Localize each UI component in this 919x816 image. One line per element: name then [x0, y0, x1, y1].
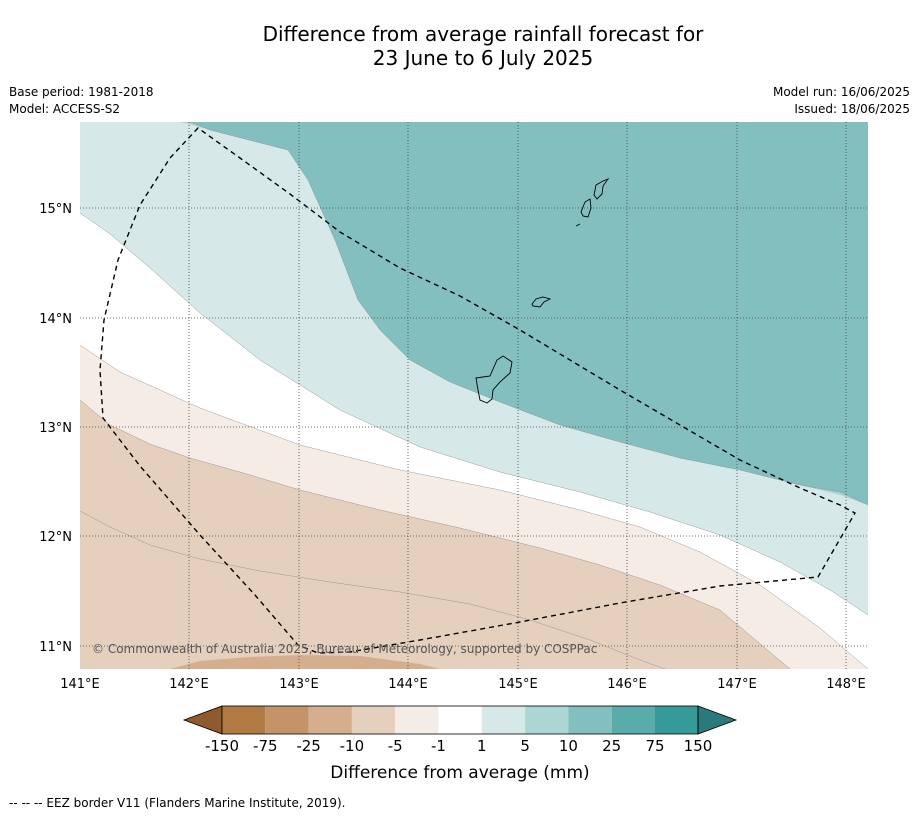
map-title: Difference from average rainfall forecas…	[0, 22, 919, 70]
colorbar-outline	[221, 705, 699, 735]
base-period: Base period: 1981-2018	[9, 85, 154, 99]
lat-label-13: 13°N	[39, 421, 72, 436]
colorbar-tick-label: 10	[559, 737, 578, 755]
title-line-2: 23 June to 6 July 2025	[372, 46, 594, 70]
lon-label-147: 147°E	[717, 677, 757, 692]
lon-label-141: 141°E	[60, 677, 100, 692]
lat-label-12: 12°N	[39, 530, 72, 545]
latitude-labels: 15°N 14°N 13°N 12°N 11°N	[39, 202, 72, 655]
colorbar-tick-label: 150	[684, 737, 713, 755]
colorbar-tick-label: -25	[296, 737, 321, 755]
band-minus-10-minus-5-south	[80, 511, 665, 669]
islands	[475, 178, 610, 404]
band-10-25	[190, 122, 868, 505]
eez-footnote: -- -- -- EEZ border V11 (Flanders Marine…	[9, 796, 346, 810]
island-rota	[531, 296, 552, 308]
lat-label-11: 11°N	[39, 640, 72, 655]
lat-label-14: 14°N	[39, 312, 72, 327]
colorbar-tick-label: -1	[431, 737, 446, 755]
lon-label-143: 143°E	[279, 677, 319, 692]
eez-border	[99, 127, 856, 654]
model-name: Model: ACCESS-S2	[9, 102, 121, 116]
lon-label-142: 142°E	[169, 677, 209, 692]
title-line-1: Difference from average rainfall forecas…	[262, 22, 704, 46]
colorbar-tick-label: 75	[645, 737, 664, 755]
lat-label-15: 15°N	[39, 202, 72, 217]
colorbar-segment	[265, 706, 309, 734]
island-tinian	[580, 198, 592, 218]
colorbar-segment	[568, 706, 612, 734]
run-info: Model run: 16/06/2025 Issued: 18/06/2025	[773, 84, 910, 118]
island-aguijan	[575, 223, 581, 227]
colorbar-segment	[308, 706, 352, 734]
lon-label-145: 145°E	[498, 677, 538, 692]
colorbar-tick-label: -150	[205, 737, 239, 755]
colorbar-extend-max	[697, 705, 738, 735]
colorbar-tick-label: -5	[388, 737, 403, 755]
colorbar-segment	[655, 706, 698, 734]
issued-date: Issued: 18/06/2025	[794, 102, 910, 116]
model-run: Model run: 16/06/2025	[772, 85, 910, 99]
colorbar-segment	[351, 706, 396, 734]
longitude-labels: 141°E 142°E 143°E 144°E 145°E 146°E 147°…	[60, 677, 866, 692]
band-minus-25-minus-10	[170, 655, 440, 669]
colorbar-segment	[222, 706, 266, 734]
colorbar-title: Difference from average (mm)	[330, 763, 589, 783]
lon-label-148: 148°E	[826, 677, 866, 692]
contour-lines	[80, 122, 868, 669]
lon-label-144: 144°E	[388, 677, 428, 692]
colorbar-tick-label: -10	[340, 737, 365, 755]
colorbar: -150 -75 -25 -10 -5 -1 1 5 10 25 75 150 …	[182, 705, 738, 783]
colorbar-extend-min	[182, 705, 223, 735]
rainfall-contours: © Commonwealth of Australia 2025, Bureau…	[80, 122, 868, 669]
colorbar-tick-label: 5	[520, 737, 530, 755]
colorbar-segment	[611, 706, 655, 734]
colorbar-tick-label: 25	[602, 737, 621, 755]
colorbar-segment	[481, 706, 526, 734]
colorbar-segment	[525, 706, 569, 734]
colorbar-tick-label: -75	[253, 737, 278, 755]
island-guam	[475, 355, 513, 404]
island-saipan	[593, 178, 610, 200]
colorbar-segment	[395, 706, 439, 734]
copyright-notice: © Commonwealth of Australia 2025, Bureau…	[92, 642, 597, 656]
colorbar-tick-label: 1	[477, 737, 487, 755]
graticule	[80, 122, 868, 669]
lon-label-146: 146°E	[607, 677, 647, 692]
model-info: Base period: 1981-2018 Model: ACCESS-S2	[9, 84, 154, 118]
colorbar-segment	[438, 706, 482, 734]
